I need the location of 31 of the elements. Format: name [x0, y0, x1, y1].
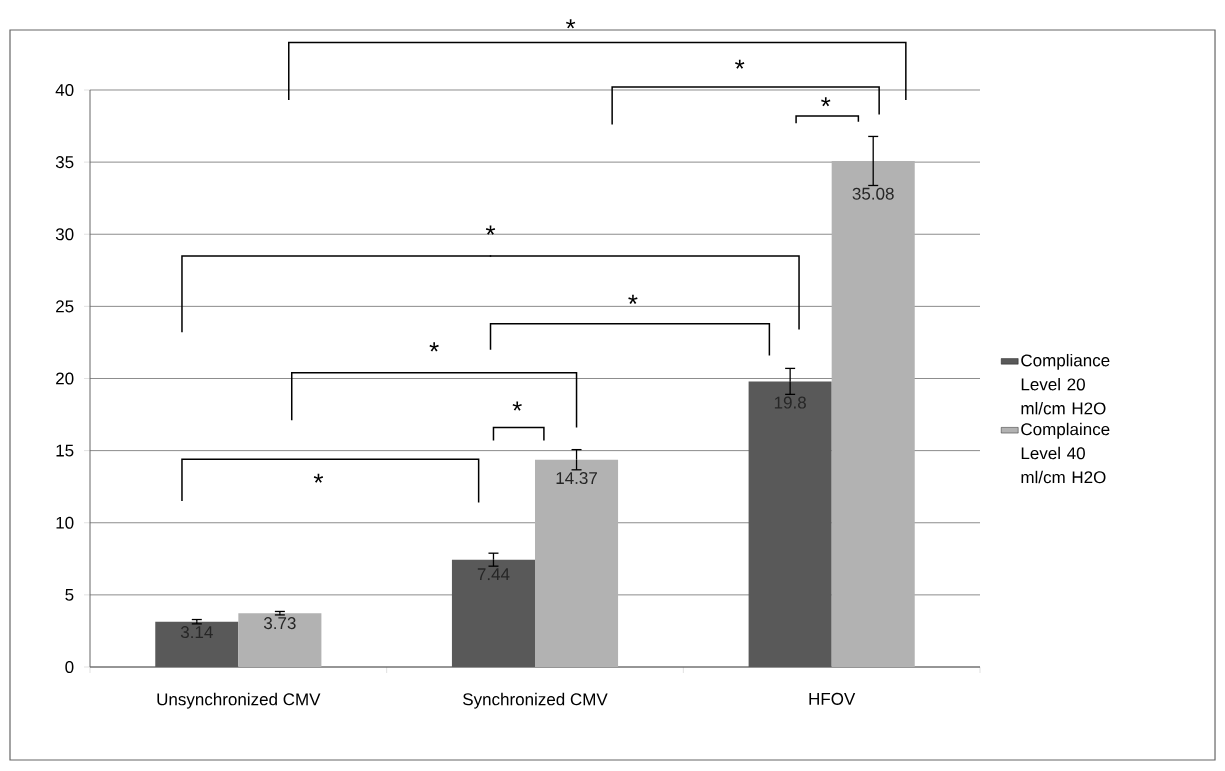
y-tick-label: 5	[65, 588, 74, 601]
y-tick-label: 20	[56, 372, 74, 385]
legend-label: Compliance Level 20 ml/cm H2O	[1021, 353, 1110, 415]
data-label: 14.37	[556, 472, 597, 485]
bar	[831, 160, 915, 667]
y-tick-label: 25	[56, 300, 74, 313]
y-tick-label: 30	[55, 228, 74, 241]
annotation: *	[628, 294, 638, 304]
y-tick-label: 35	[55, 156, 74, 169]
bar	[535, 459, 619, 667]
y-tick-label: 10	[56, 516, 74, 529]
y-tick-label: 0	[65, 660, 74, 674]
x-tick-label: Synchronized CMV	[463, 692, 608, 709]
bar	[451, 559, 535, 667]
y-tick-label: 15	[56, 444, 74, 457]
text: *	[735, 59, 745, 69]
x-tick-label: Unsynchronized CMV	[157, 692, 321, 709]
annotation: *	[429, 342, 439, 352]
annotation: *	[512, 401, 522, 411]
text: *	[565, 19, 576, 29]
legend-label: Complaince Level 40 ml/cm H2O	[1021, 422, 1110, 484]
bar	[748, 381, 832, 667]
annotation: *	[821, 97, 831, 107]
annotation: *	[313, 473, 324, 483]
data-label: 35.08	[852, 187, 894, 200]
x-tick-label: HFOV	[809, 692, 856, 705]
y-tick-label: 40	[55, 83, 74, 97]
bar	[238, 613, 322, 667]
annotation: *	[485, 225, 496, 235]
bar	[155, 621, 239, 667]
data-label: 3.73	[263, 617, 296, 630]
